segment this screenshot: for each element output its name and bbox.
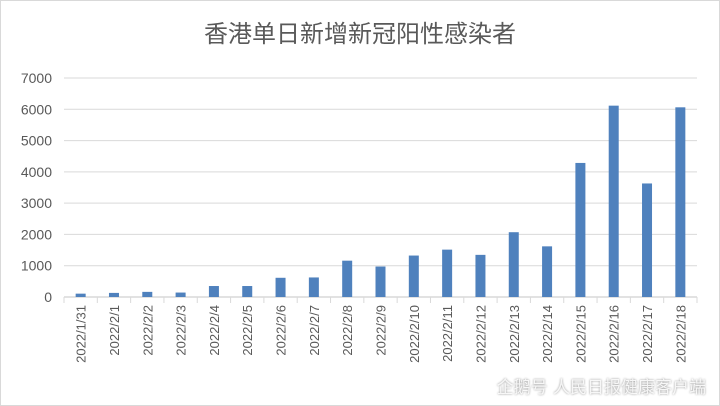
y-tick-label: 1000 — [21, 258, 52, 274]
bar — [208, 286, 219, 297]
x-tick-label: 2022/2/14 — [540, 305, 555, 363]
watermark: 企鹅号 人民日报健康客户端 — [496, 378, 706, 398]
bar — [142, 291, 153, 297]
bar — [475, 254, 486, 297]
bar — [308, 277, 319, 297]
y-tick-label: 3000 — [21, 195, 52, 211]
x-tick-label: 2022/2/17 — [640, 305, 655, 363]
bar — [108, 292, 119, 297]
bar — [675, 107, 686, 297]
x-tick-label: 2022/2/10 — [407, 305, 422, 363]
x-tick-label: 2022/2/13 — [507, 305, 522, 363]
bar — [542, 246, 553, 297]
x-tick-label: 2022/1/31 — [74, 305, 89, 363]
x-tick-label: 2022/2/3 — [174, 305, 189, 356]
x-tick-label: 2022/2/9 — [374, 305, 389, 356]
x-tick-label: 2022/2/18 — [673, 305, 688, 363]
x-tick-label: 2022/2/5 — [240, 305, 255, 356]
x-tick-label: 2022/2/2 — [140, 305, 155, 356]
y-tick-label: 7000 — [21, 70, 52, 86]
x-tick-label: 2022/2/1 — [107, 305, 122, 356]
bar — [175, 292, 186, 297]
bar — [342, 260, 353, 297]
bar — [242, 286, 253, 297]
y-tick-label: 2000 — [21, 226, 52, 242]
x-tick-label: 2022/2/8 — [340, 305, 355, 356]
x-tick-label: 2022/2/6 — [274, 305, 289, 356]
x-tick-label: 2022/2/4 — [207, 305, 222, 356]
chart-title: 香港单日新增新冠阳性感染者 — [204, 20, 516, 48]
x-tick-label: 2022/2/15 — [573, 305, 588, 363]
bar — [275, 277, 286, 297]
bar — [75, 293, 86, 297]
x-tick-label: 2022/2/12 — [473, 305, 488, 363]
x-tick-label: 2022/2/7 — [307, 305, 322, 356]
y-tick-label: 6000 — [21, 101, 52, 117]
bar — [375, 266, 386, 297]
bar — [608, 105, 619, 297]
bar — [575, 162, 586, 297]
x-tick-label: 2022/2/11 — [440, 305, 455, 362]
bar — [642, 183, 653, 297]
bar — [408, 255, 419, 297]
bar — [508, 232, 519, 297]
y-tick-label: 4000 — [21, 164, 52, 180]
bar — [442, 249, 453, 297]
y-tick-label: 5000 — [21, 133, 52, 149]
x-tick-label: 2022/2/16 — [607, 305, 622, 363]
y-tick-label: 0 — [44, 289, 52, 305]
